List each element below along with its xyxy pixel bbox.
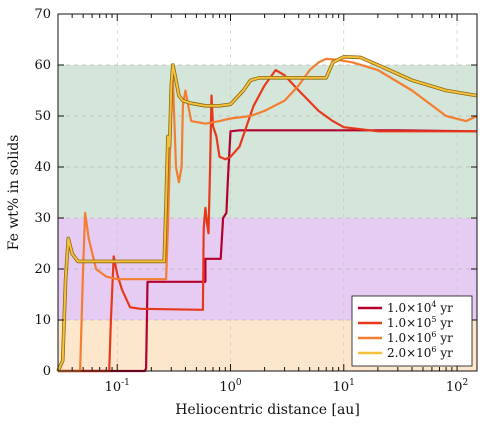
x-tick-label: 10-1 — [105, 378, 130, 395]
y-axis-label: Fe wt% in solids — [6, 135, 22, 251]
legend-entry-0: 1.0×104 yr — [387, 300, 453, 315]
series-line-0 — [58, 129, 478, 373]
y-tick-label: 40 — [34, 160, 51, 175]
x-tick-label: 102 — [446, 378, 468, 395]
legend-entry-3: 2.0×106 yr — [387, 345, 453, 360]
legend-entry-2: 1.0×106 yr — [387, 330, 453, 345]
band-2 — [58, 65, 477, 218]
y-tick-label: 0 — [43, 364, 51, 379]
x-tick-label: 100 — [219, 378, 242, 395]
grid-lines — [58, 14, 477, 371]
series-line-3 — [57, 55, 478, 372]
y-tick-label: 60 — [34, 58, 51, 73]
axis-ticks: 0 10 20 30 40 50 60 70 10-1 100 101 102 — [34, 7, 477, 395]
legend: 1.0×104 yr1.0×105 yr1.0×106 yr2.0×106 yr — [351, 295, 473, 367]
y-tick-label: 70 — [34, 7, 51, 22]
x-tick-label: 101 — [333, 378, 355, 395]
series-lines — [56, 55, 478, 373]
y-tick-label: 10 — [34, 313, 51, 328]
series-line-2 — [58, 57, 478, 373]
y-tick-label: 30 — [34, 211, 51, 226]
legend-entry-1: 1.0×105 yr — [387, 315, 453, 330]
y-tick-label: 50 — [34, 109, 51, 124]
x-axis-label: Heliocentric distance [au] — [175, 402, 360, 418]
y-tick-label: 20 — [34, 262, 51, 277]
plot-frame — [57, 13, 478, 372]
series-line-1 — [58, 69, 477, 373]
